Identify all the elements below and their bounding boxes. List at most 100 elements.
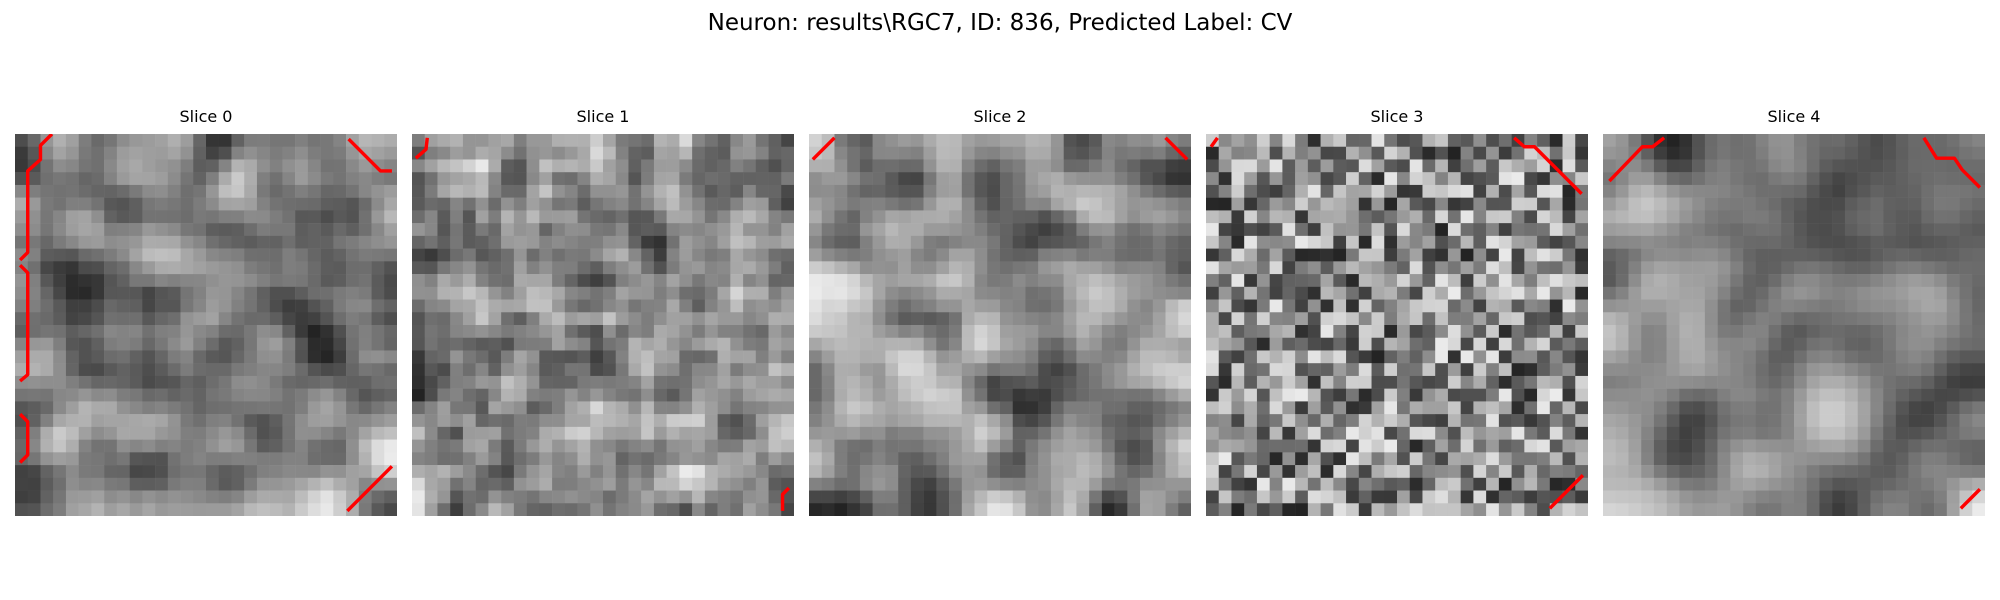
pixel-cell [1794,261,1807,275]
pixel-cell [371,503,385,516]
pixel-cell [1012,439,1026,453]
pixel-cell [384,363,397,377]
pixel-cell [847,426,861,440]
pixel-cell [1641,274,1655,288]
red-contour-line [1164,136,1189,161]
pixel-cell [1755,210,1769,224]
pixel-cell [1486,184,1500,198]
pixel-cell [910,286,924,300]
pixel-cell [1537,401,1551,415]
pixel-cell [1908,210,1922,224]
pixel-cell [768,223,782,237]
pixel-cell [1934,325,1948,338]
pixel-cell [307,248,321,262]
pixel-cell [15,337,28,351]
pixel-cell [167,388,181,402]
pixel-cell [768,350,782,364]
pixel-cell [821,337,835,351]
pixel-cell [615,261,629,275]
pixel-cell [1781,299,1795,313]
pixel-cell [1781,375,1795,389]
pixel-cell [116,452,130,466]
pixel-cell [307,337,321,351]
pixel-cell [1000,184,1013,198]
pixel-cell [475,375,489,389]
pixel-cell [1679,274,1693,288]
pixel-cell [1231,299,1245,313]
pixel-cell [1140,286,1154,300]
pixel-cell [768,134,782,147]
pixel-cell [116,210,130,224]
pixel-cell [949,134,963,147]
pixel-cell [437,134,451,147]
pixel-cell [1653,388,1667,402]
pixel-cell [1371,477,1385,491]
pixel-cell [1628,312,1642,326]
pixel-cell [193,248,207,262]
pixel-cell [1946,337,1960,351]
pixel-cell [1140,134,1154,147]
pixel-cell [590,197,604,211]
pixel-cell [1819,299,1833,313]
pixel-cell [307,159,321,173]
pixel-cell [1641,503,1655,516]
pixel-cell [1282,490,1296,504]
pixel-cell [1473,325,1487,338]
pixel-cell [1692,325,1706,338]
pixel-cell [320,248,334,262]
pixel-cell [1178,465,1191,479]
pixel-cell [885,490,899,504]
pixel-cell [1908,375,1922,389]
pixel-cell [218,465,232,479]
pixel-cell [974,235,988,249]
pixel-cell [358,439,372,453]
pixel-cell [129,337,143,351]
pixel-cell [371,146,385,160]
pixel-cell [155,299,169,313]
pixel-cell [1460,439,1474,453]
pixel-cell [1371,146,1385,160]
pixel-cell [437,248,451,262]
pixel-cell [462,452,476,466]
pixel-cell [488,146,502,160]
pixel-cell [1244,235,1258,249]
pixel-cell [704,426,718,440]
pixel-cell [1768,503,1782,516]
pixel-cell [1537,388,1551,402]
pixel-cell [974,248,988,262]
pixel-cell [1460,248,1474,262]
pixel-cell [15,274,28,288]
pixel-cell [1895,248,1909,262]
pixel-cell [1781,439,1795,453]
pixel-cell [1832,274,1846,288]
pixel-cell [809,465,822,479]
pixel-cell [256,503,270,516]
pixel-cell [1165,465,1179,479]
red-contour-line [347,137,392,173]
pixel-cell [295,439,309,453]
pixel-cell [1717,401,1731,415]
pixel-cell [346,375,360,389]
pixel-cell [1000,375,1013,389]
pixel-cell [1012,299,1026,313]
pixel-cell [898,401,912,415]
pixel-cell [666,426,680,440]
pixel-cell [513,350,527,364]
pixel-cell [53,286,67,300]
pixel-cell [1231,388,1245,402]
pixel-cell [1562,235,1576,249]
pixel-cell [104,172,118,186]
pixel-cell [104,490,118,504]
pixel-cell [730,477,744,491]
pixel-cell [437,490,451,504]
pixel-cell [1127,414,1141,428]
pixel-cell [218,261,232,275]
pixel-cell [1218,477,1232,491]
pixel-cell [104,337,118,351]
pixel-cell [1819,134,1833,147]
pixel-cell [295,312,309,326]
pixel-cell [1114,146,1128,160]
pixel-cell [1781,312,1795,326]
pixel-cell [437,426,451,440]
pixel-cell [730,426,744,440]
